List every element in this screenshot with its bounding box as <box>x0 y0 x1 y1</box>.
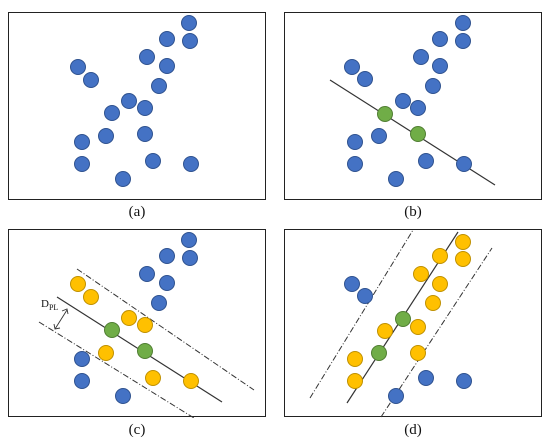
point <box>181 232 197 248</box>
arrow-head-bottom <box>53 323 61 330</box>
point <box>159 275 175 291</box>
inlier-point <box>432 276 448 292</box>
point <box>145 153 161 169</box>
inlier-point <box>410 319 426 335</box>
band-lower <box>38 321 195 418</box>
point <box>455 33 471 49</box>
panel-b <box>284 12 542 200</box>
inlier-point <box>121 310 137 326</box>
panel-d <box>284 229 542 418</box>
sample-point <box>395 311 411 327</box>
inlier-point <box>425 295 441 311</box>
point <box>344 276 360 292</box>
band-upper <box>76 268 255 391</box>
sample-point <box>104 322 120 338</box>
point <box>115 388 131 404</box>
sample-point <box>371 345 387 361</box>
inlier-point <box>70 276 86 292</box>
caption-b: (b) <box>404 204 422 220</box>
inlier-point <box>377 323 393 339</box>
panel-c: DPL <box>8 229 266 418</box>
point <box>98 128 114 144</box>
point <box>139 49 155 65</box>
point <box>455 15 471 31</box>
point <box>347 134 363 150</box>
inlier-point <box>413 266 429 282</box>
distance-label: DPL <box>41 298 59 313</box>
point <box>104 105 120 121</box>
point <box>74 156 90 172</box>
distance-arrow <box>54 309 68 330</box>
point <box>159 58 175 74</box>
point <box>395 93 411 109</box>
point <box>159 31 175 47</box>
inlier-point <box>98 345 114 361</box>
point <box>182 250 198 266</box>
point <box>139 266 155 282</box>
point <box>137 100 153 116</box>
point <box>456 156 472 172</box>
caption-d: (d) <box>404 422 422 438</box>
inlier-point <box>347 351 363 367</box>
point <box>388 171 404 187</box>
sample-point <box>377 106 393 122</box>
point <box>137 126 153 142</box>
inlier-point <box>455 234 471 250</box>
caption-c: (c) <box>128 422 146 438</box>
point <box>432 31 448 47</box>
panel-d-plot <box>309 230 493 418</box>
point <box>74 134 90 150</box>
point <box>83 72 99 88</box>
panel-a <box>8 12 266 200</box>
point <box>388 388 404 404</box>
point <box>413 49 429 65</box>
inlier-point <box>83 289 99 305</box>
sample-point <box>410 126 426 142</box>
point <box>410 100 426 116</box>
point <box>74 351 90 367</box>
point <box>371 128 387 144</box>
point <box>183 156 199 172</box>
panel-c-plot <box>38 232 255 418</box>
point <box>151 78 167 94</box>
point <box>159 248 175 264</box>
point <box>70 59 86 75</box>
panel-a-plot <box>70 15 199 187</box>
inlier-point <box>183 373 199 389</box>
inlier-point <box>432 248 448 264</box>
arrow-head-top <box>61 308 69 315</box>
point <box>347 156 363 172</box>
caption-a: (a) <box>128 204 146 220</box>
point <box>181 15 197 31</box>
point <box>425 78 441 94</box>
point <box>121 93 137 109</box>
inlier-point <box>455 251 471 267</box>
panel-b-plot <box>329 15 496 187</box>
point <box>344 59 360 75</box>
point <box>182 33 198 49</box>
inlier-point <box>137 317 153 333</box>
inlier-point <box>145 370 161 386</box>
point <box>74 373 90 389</box>
point <box>357 71 373 87</box>
point <box>432 58 448 74</box>
point <box>418 370 434 386</box>
point <box>115 171 131 187</box>
point <box>456 373 472 389</box>
point <box>357 288 373 304</box>
point <box>418 153 434 169</box>
point <box>151 295 167 311</box>
inlier-point <box>410 345 426 361</box>
inlier-point <box>347 373 363 389</box>
sample-point <box>137 343 153 359</box>
